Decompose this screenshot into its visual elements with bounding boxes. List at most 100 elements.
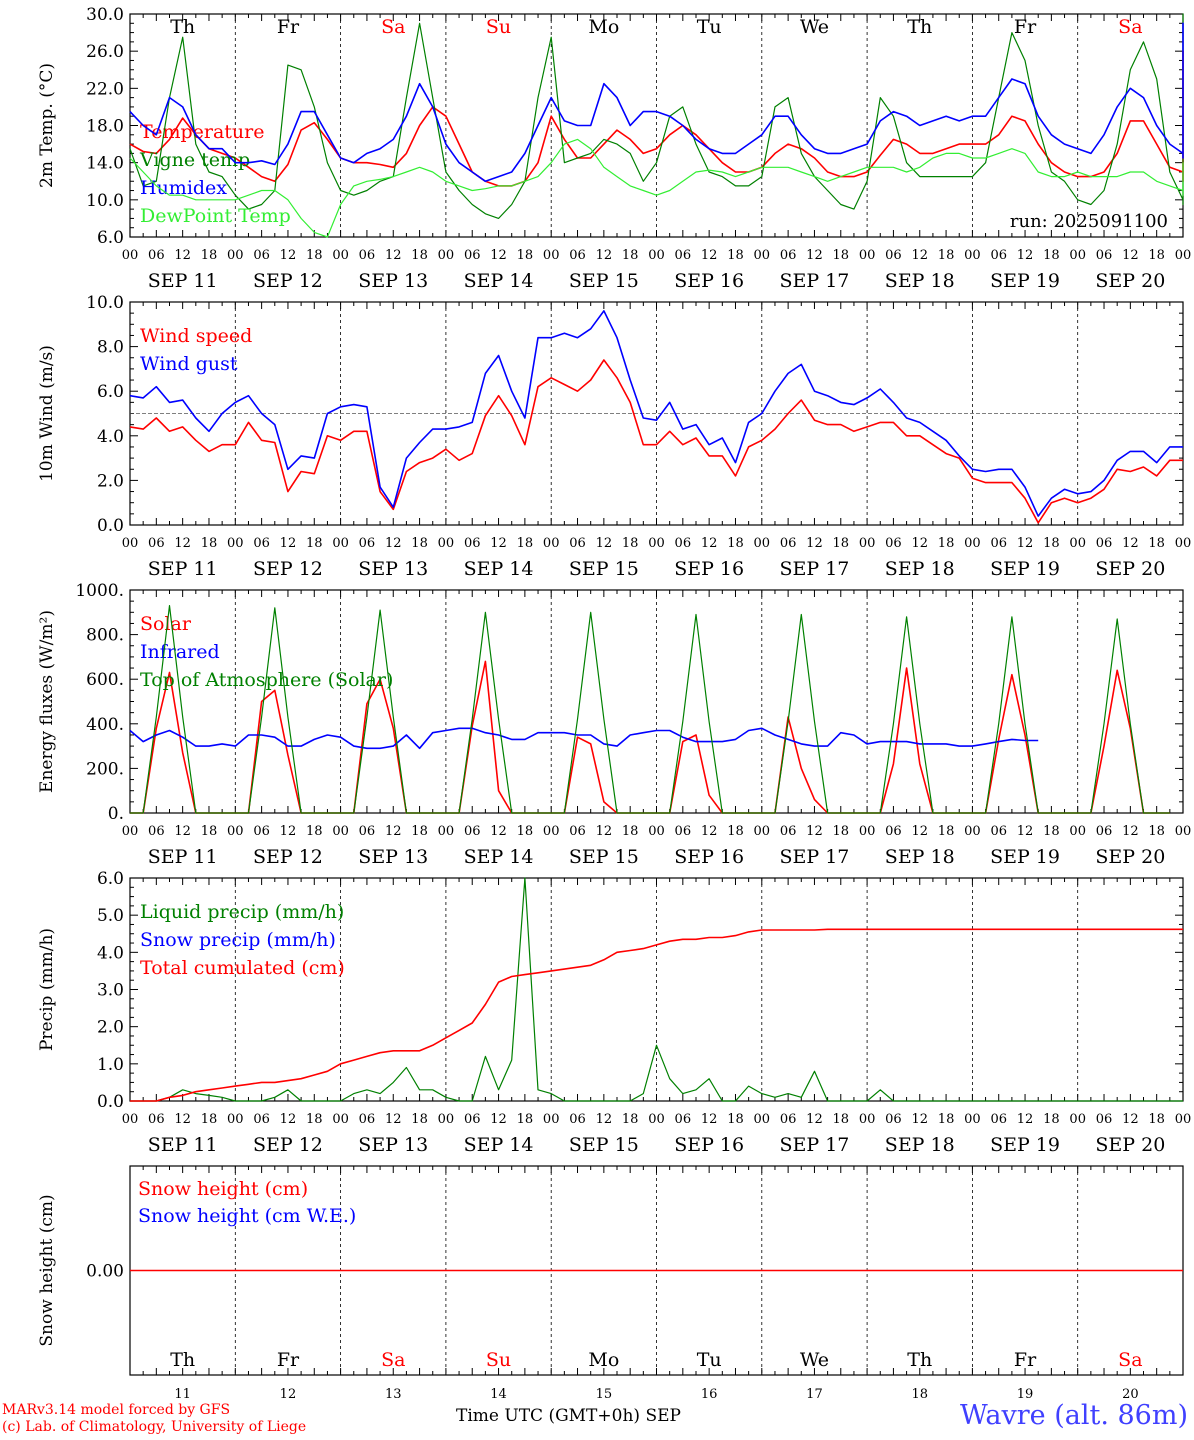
y-tick-label: 8.0	[97, 338, 124, 358]
hour-label: 06	[253, 248, 270, 263]
hour-label: 18	[201, 536, 218, 551]
panel-energy: 0. 200. 400. 600. 800. 1000. Energy fluxes (W/…	[37, 581, 1191, 868]
hour-label: 00	[754, 1112, 771, 1127]
series-line-wind-0	[129, 359, 1183, 524]
hour-label: 06	[569, 536, 586, 551]
date-label: SEP 17	[780, 558, 850, 580]
date-label: SEP 16	[674, 1134, 744, 1156]
y-tick-label: 2.0	[97, 1018, 124, 1038]
date-label: SEP 11	[148, 1134, 218, 1156]
hour-label: 18	[1043, 248, 1060, 263]
hour-label: 06	[675, 248, 692, 263]
date-label: SEP 14	[464, 270, 534, 292]
hour-label: 12	[280, 536, 297, 551]
hour-label: 06	[885, 1112, 902, 1127]
hour-label: 00	[543, 824, 560, 839]
weekday-label: Sa	[381, 1349, 405, 1371]
hour-label: 18	[833, 824, 850, 839]
hour-label: 06	[569, 248, 586, 263]
hour-label: 00	[648, 824, 665, 839]
hour-label: 00	[227, 536, 244, 551]
date-label: SEP 13	[358, 1134, 428, 1156]
model-credit-line1: MARv3.14 model forced by GFS	[2, 1402, 231, 1418]
legend-entry: Snow height (cm W.E.)	[138, 1205, 356, 1227]
date-label: SEP 18	[885, 846, 955, 868]
hour-label: 18	[938, 824, 955, 839]
y-tick-label: 0.	[108, 804, 124, 824]
hour-label: 06	[464, 248, 481, 263]
day-number-label: 16	[701, 1387, 718, 1402]
hour-label: 18	[306, 824, 323, 839]
hour-label: 12	[1122, 824, 1139, 839]
hour-label: 18	[201, 824, 218, 839]
hour-label: 18	[517, 248, 534, 263]
date-label: SEP 18	[885, 558, 955, 580]
weekday-label: Tu	[697, 16, 722, 38]
hour-label: 18	[622, 248, 639, 263]
hour-label: 00	[859, 1112, 876, 1127]
hour-label: 18	[411, 248, 428, 263]
legend-entry: Wind gust	[140, 353, 238, 375]
date-label: SEP 19	[990, 1134, 1060, 1156]
y-tick-label: 4.0	[97, 427, 124, 447]
hour-label: 00	[1175, 248, 1192, 263]
hour-label: 00	[1069, 536, 1086, 551]
date-label: SEP 16	[674, 558, 744, 580]
legend-entry: Solar	[140, 613, 192, 635]
y-axis-label: Precip (mm/h)	[37, 928, 57, 1051]
y-tick-label: 6.0	[97, 869, 124, 889]
series-line-precip-2	[130, 928, 1183, 1102]
date-label: SEP 12	[253, 270, 323, 292]
date-label: SEP 15	[569, 1134, 639, 1156]
plot-frame-temp	[129, 13, 1184, 238]
y-tick-label: 26.0	[86, 42, 124, 62]
hour-label: 12	[596, 824, 613, 839]
y-axis-label: Energy fluxes (W/m²)	[37, 610, 57, 793]
hour-label: 18	[727, 824, 744, 839]
legend-entry: Snow height (cm)	[138, 1178, 308, 1200]
hour-label: 00	[438, 248, 455, 263]
hour-label: 00	[227, 824, 244, 839]
hour-label: 00	[754, 248, 771, 263]
date-label: SEP 12	[253, 1134, 323, 1156]
hour-label: 12	[911, 824, 928, 839]
legend-entry: DewPoint Temp	[140, 205, 291, 227]
hour-label: 00	[648, 536, 665, 551]
hour-label: 12	[701, 536, 718, 551]
date-label: SEP 20	[1095, 558, 1165, 580]
date-label: SEP 17	[780, 846, 850, 868]
date-label: SEP 15	[569, 558, 639, 580]
hour-label: 18	[306, 1112, 323, 1127]
hour-label: 00	[332, 824, 349, 839]
hour-label: 12	[490, 248, 507, 263]
hour-label: 18	[622, 1112, 639, 1127]
y-axis-label: Snow height (cm)	[37, 1194, 57, 1346]
hour-label: 06	[675, 536, 692, 551]
hour-label: 12	[701, 824, 718, 839]
y-axis-label: 2m Temp. (°C)	[37, 63, 57, 188]
hour-label: 00	[964, 536, 981, 551]
series-line-energy-1	[129, 727, 1039, 750]
date-label: SEP 13	[358, 846, 428, 868]
hour-label: 12	[1122, 1112, 1139, 1127]
day-number-label: 13	[385, 1387, 402, 1402]
hour-label: 00	[122, 1112, 139, 1127]
weekday-label: We	[800, 1349, 829, 1371]
date-label: SEP 18	[885, 1134, 955, 1156]
hour-label: 06	[148, 1112, 165, 1127]
hour-label: 06	[148, 824, 165, 839]
hour-label: 18	[833, 248, 850, 263]
legend-entry: Temperature	[140, 121, 264, 143]
date-label: SEP 19	[990, 558, 1060, 580]
hour-label: 00	[648, 248, 665, 263]
hour-label: 18	[306, 536, 323, 551]
hour-label: 06	[569, 824, 586, 839]
hour-label: 00	[859, 536, 876, 551]
hour-label: 00	[332, 248, 349, 263]
hour-label: 18	[201, 1112, 218, 1127]
hour-label: 12	[1122, 248, 1139, 263]
hour-label: 00	[227, 248, 244, 263]
legend-entry: Top of Atmosphere (Solar)	[140, 669, 393, 691]
hour-label: 06	[1096, 1112, 1113, 1127]
hour-label: 00	[122, 248, 139, 263]
